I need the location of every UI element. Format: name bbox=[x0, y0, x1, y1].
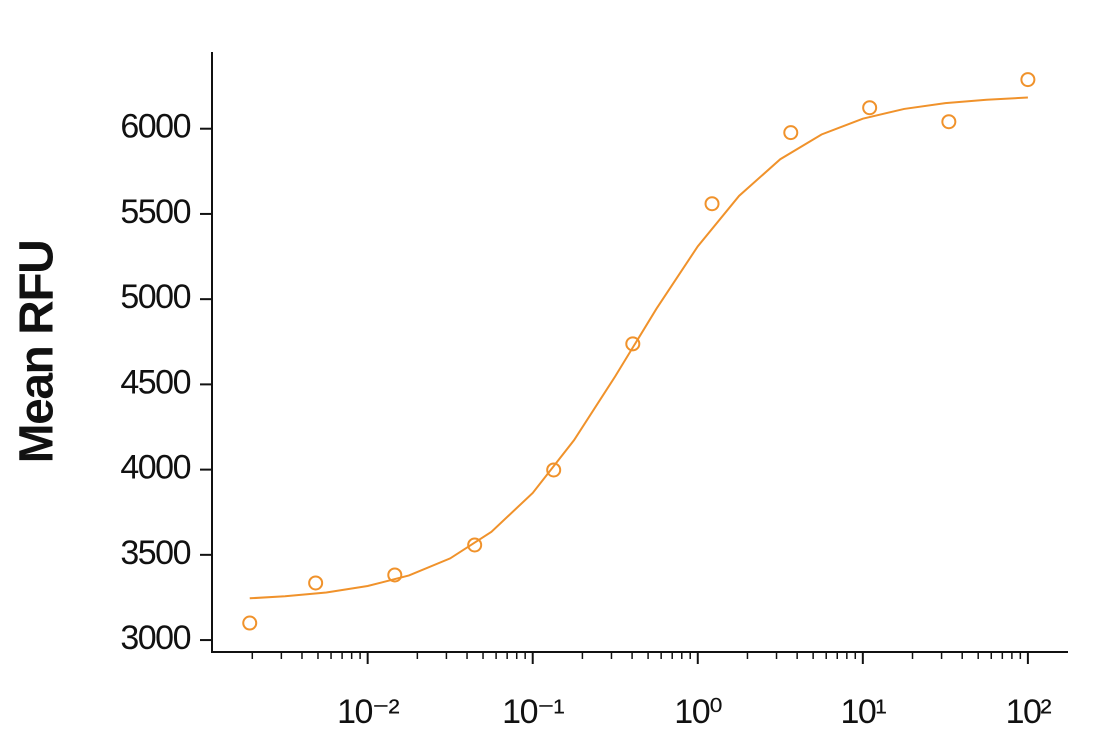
y-tick-label: 4500 bbox=[120, 363, 190, 401]
x-tick-label: 10⁰ bbox=[674, 693, 722, 731]
data-point bbox=[941, 114, 957, 130]
y-axis-title: Mean RFU bbox=[11, 241, 64, 464]
data-point bbox=[308, 575, 324, 591]
x-tick-label: 10⁻¹ bbox=[502, 693, 564, 731]
x-tick-label: 10² bbox=[1006, 693, 1052, 731]
data-point bbox=[387, 567, 403, 583]
data-point bbox=[862, 100, 878, 116]
fit-curve bbox=[249, 96, 1028, 600]
data-point bbox=[783, 125, 799, 141]
data-point bbox=[1020, 72, 1036, 88]
y-tick-label: 4000 bbox=[120, 449, 190, 487]
data-point bbox=[467, 537, 483, 553]
y-tick-label: 3500 bbox=[120, 534, 190, 572]
x-tick-label: 10¹ bbox=[841, 693, 887, 731]
y-tick-label: 5500 bbox=[120, 193, 190, 231]
data-point bbox=[625, 336, 641, 352]
x-tick-label: 10⁻² bbox=[337, 693, 399, 731]
data-point bbox=[704, 196, 720, 212]
y-tick-label: 5000 bbox=[120, 278, 190, 316]
y-tick-label: 3000 bbox=[120, 619, 190, 657]
data-point bbox=[546, 462, 562, 478]
data-point bbox=[242, 615, 258, 631]
y-tick-label: 6000 bbox=[120, 108, 190, 146]
